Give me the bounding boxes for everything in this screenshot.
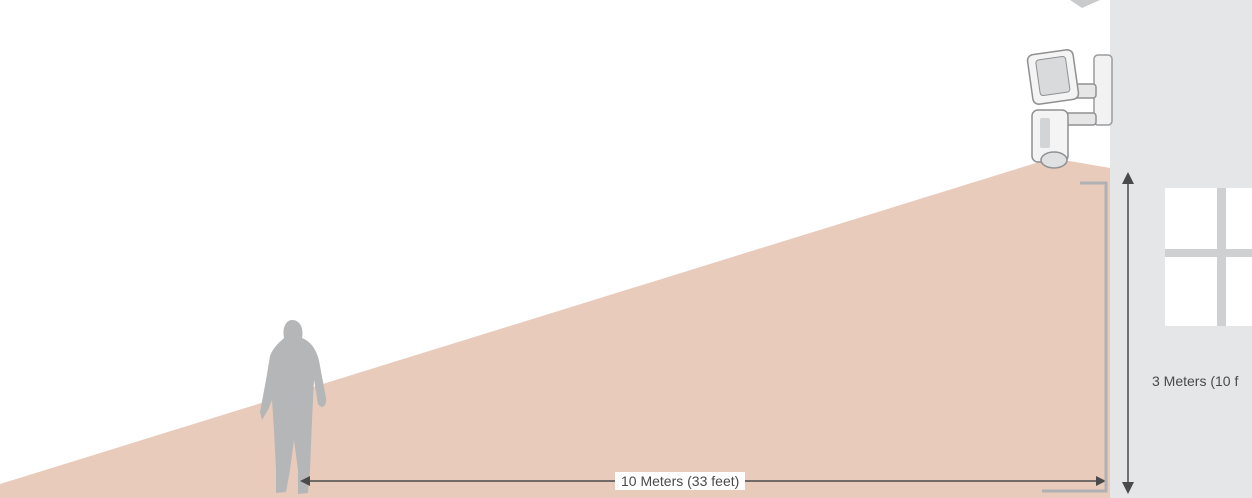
detection-zone: [0, 158, 1110, 498]
height-dimension: [1042, 172, 1134, 494]
distance-label: 10 Meters (33 feet): [615, 472, 746, 490]
height-label: 3 Meters (10 f: [1152, 373, 1239, 389]
person-silhouette-icon: [260, 320, 327, 494]
window: [1165, 188, 1252, 326]
floodlight-camera-icon: [1026, 49, 1113, 169]
roof-fragment: [1070, 0, 1100, 8]
